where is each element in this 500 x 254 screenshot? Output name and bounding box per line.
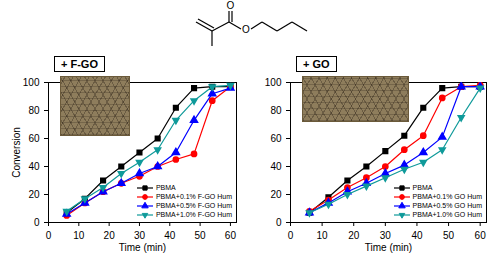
- html-text:PBMA+1.0% F-GO Hum: PBMA+1.0% F-GO Hum: [156, 211, 232, 218]
- svg-text:40: 40: [28, 161, 40, 172]
- svg-text:20: 20: [270, 189, 282, 200]
- svg-text:0: 0: [288, 230, 294, 241]
- svg-text:60: 60: [475, 230, 487, 241]
- svg-text:20: 20: [104, 230, 116, 241]
- html-text:PBMA+0.5% GO Hum: PBMA+0.5% GO Hum: [412, 202, 482, 209]
- svg-text:60: 60: [270, 133, 282, 144]
- svg-text:20: 20: [28, 189, 40, 200]
- svg-text:80: 80: [28, 105, 40, 116]
- html-text:PBMA+0.1% F-GO Hum: PBMA+0.1% F-GO Hum: [156, 193, 232, 200]
- html-text:+ F-GO: + F-GO: [61, 58, 98, 70]
- svg-text:100: 100: [265, 77, 282, 88]
- svg-text:10: 10: [317, 230, 329, 241]
- svg-text:Conversion: Conversion: [11, 127, 22, 178]
- svg-text:80: 80: [270, 105, 282, 116]
- html-text:PBMA: PBMA: [412, 184, 433, 191]
- svg-text:O: O: [227, 0, 235, 11]
- svg-text:60: 60: [225, 230, 237, 241]
- svg-text:O: O: [242, 24, 250, 35]
- svg-text:0: 0: [46, 230, 52, 241]
- svg-text:30: 30: [380, 230, 392, 241]
- svg-text:20: 20: [348, 230, 360, 241]
- svg-text:40: 40: [270, 161, 282, 172]
- svg-text:Time (min): Time (min): [365, 242, 412, 253]
- html-text:PBMA+1.0% GO Hum: PBMA+1.0% GO Hum: [412, 211, 482, 218]
- svg-text:0: 0: [276, 217, 282, 228]
- svg-text:30: 30: [134, 230, 146, 241]
- html-text:PBMA: PBMA: [156, 184, 176, 191]
- svg-text:Time (min): Time (min): [119, 242, 166, 253]
- svg-text:0: 0: [34, 217, 40, 228]
- svg-text:40: 40: [164, 230, 176, 241]
- svg-text:40: 40: [411, 230, 423, 241]
- svg-text:50: 50: [443, 230, 455, 241]
- svg-text:50: 50: [195, 230, 207, 241]
- svg-text:60: 60: [28, 133, 40, 144]
- html-text:PBMA+0.1% GO Hum: PBMA+0.1% GO Hum: [412, 193, 482, 200]
- html-text:+ GO: + GO: [303, 58, 330, 70]
- html-text:PBMA+0.5% F-GO Hum: PBMA+0.5% F-GO Hum: [156, 202, 232, 209]
- svg-text:10: 10: [73, 230, 85, 241]
- svg-text:100: 100: [23, 77, 40, 88]
